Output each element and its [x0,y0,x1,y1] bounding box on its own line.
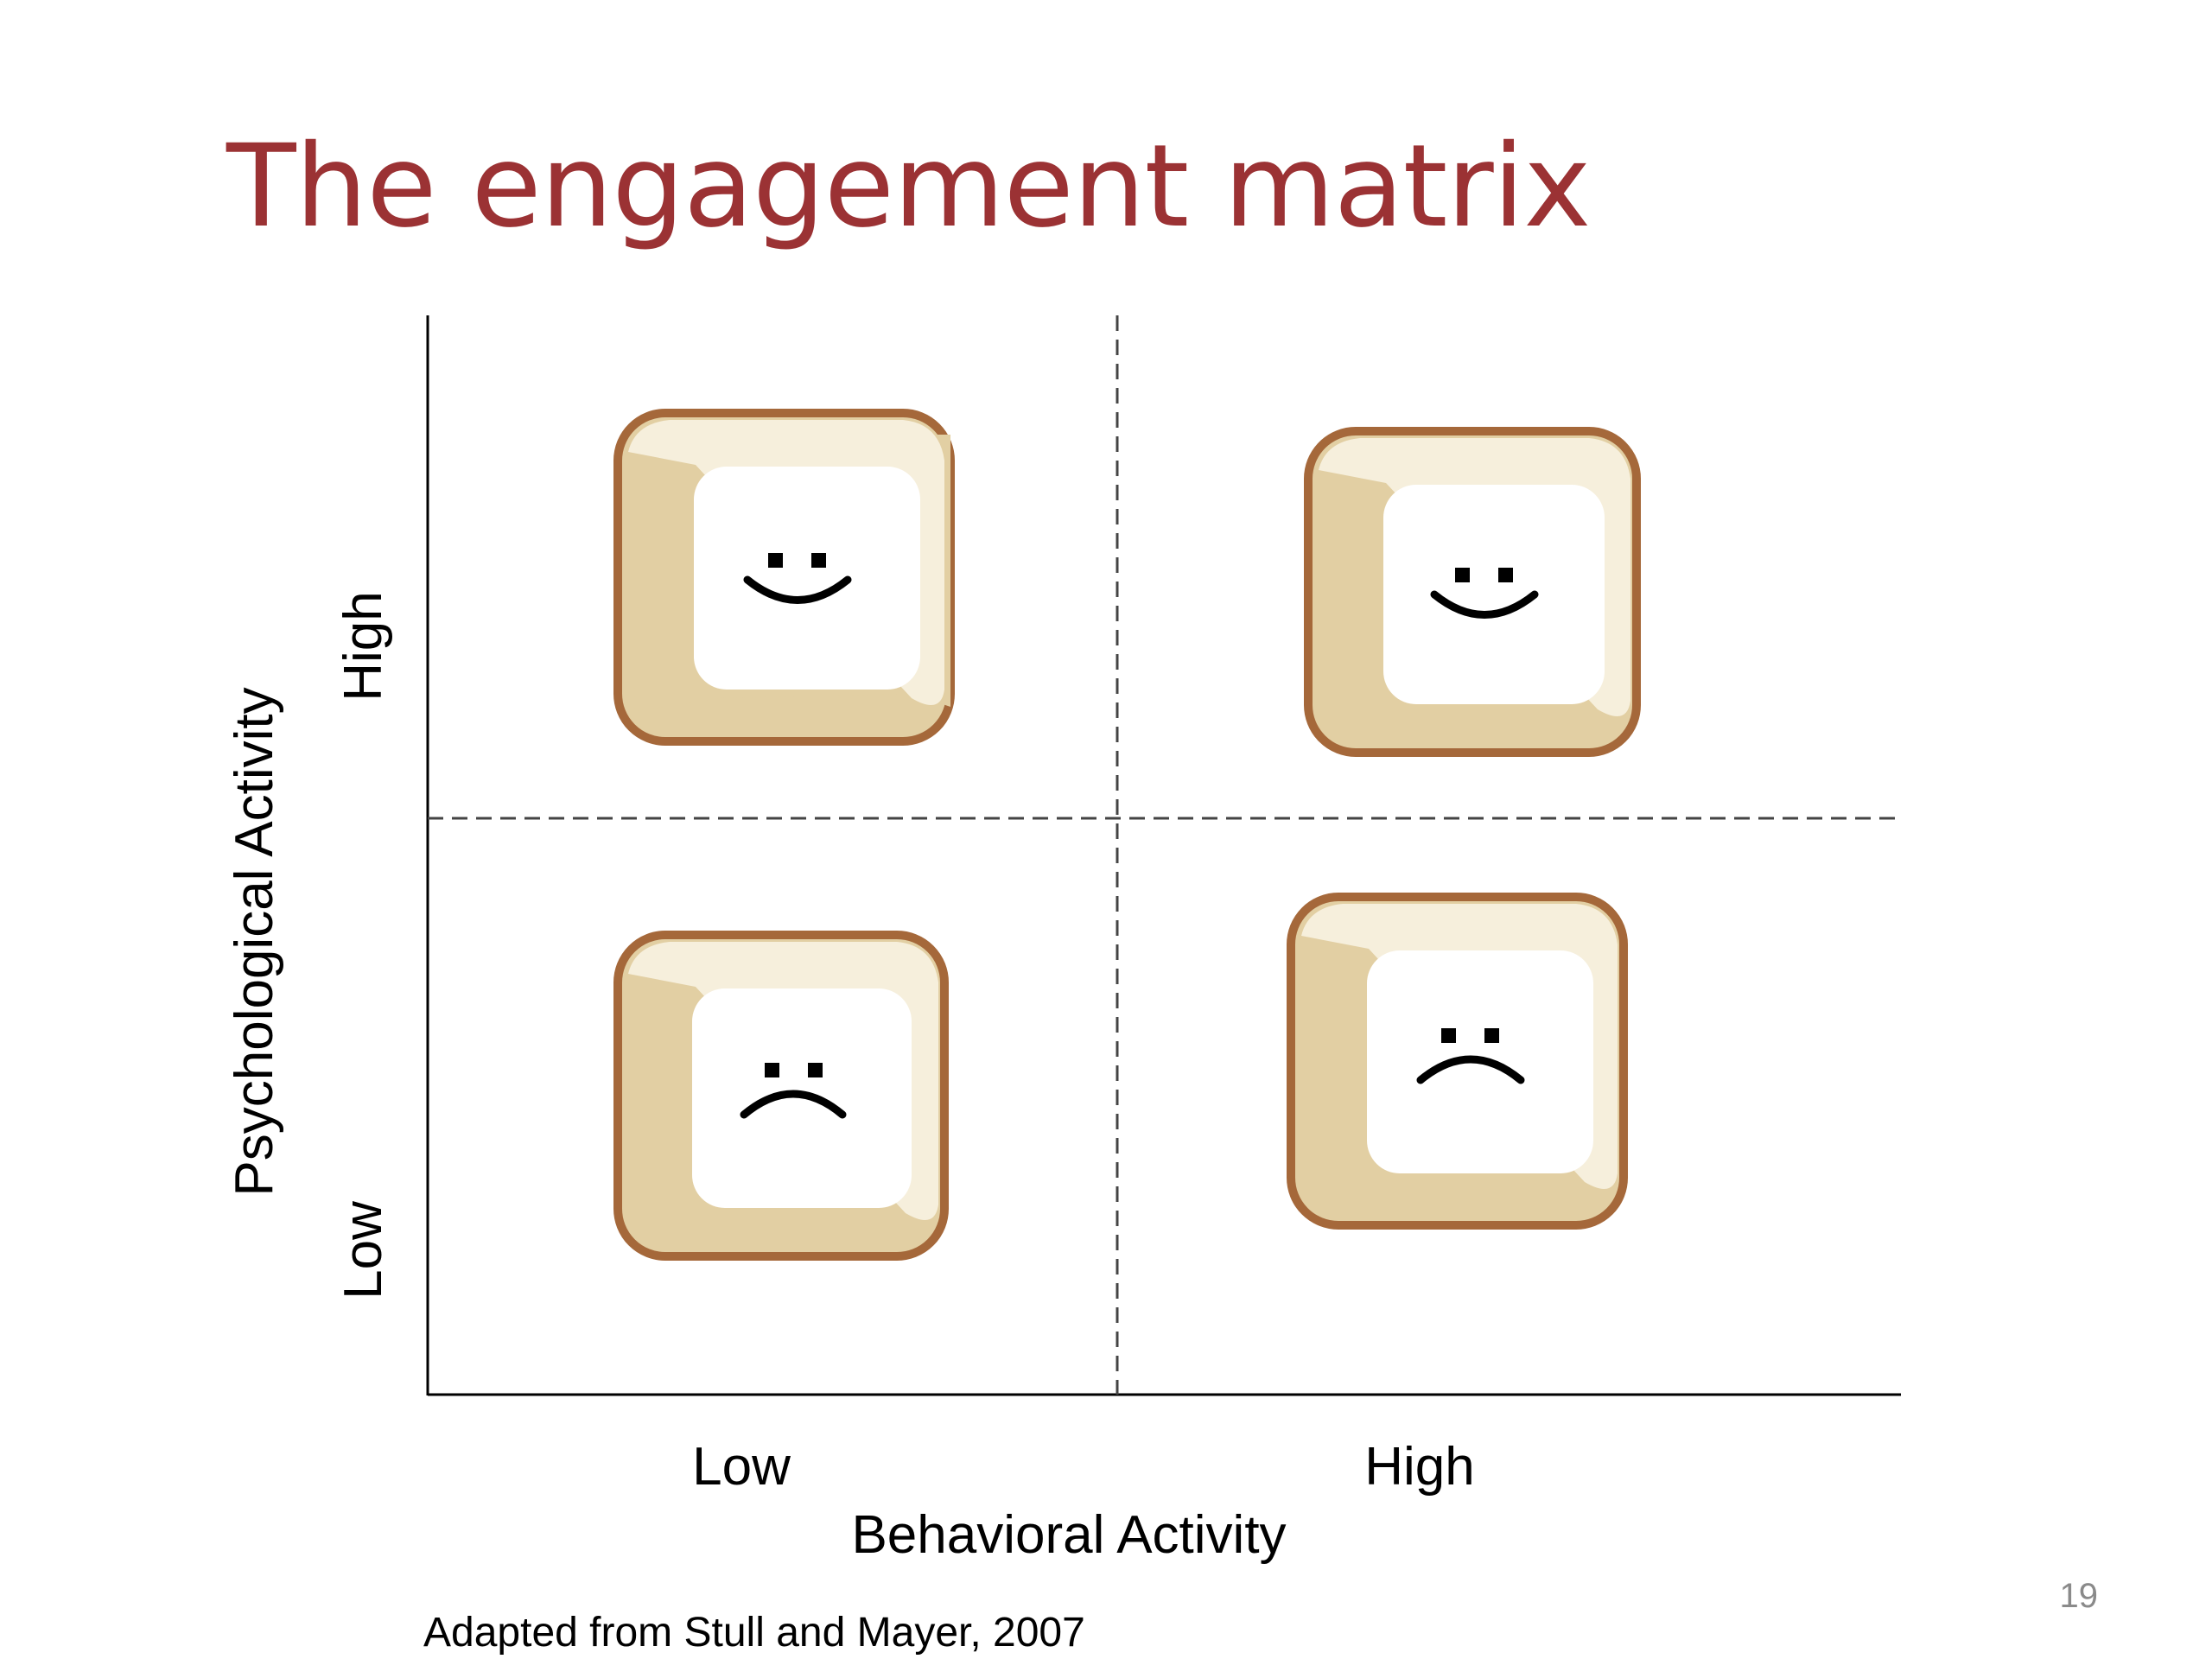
smile-face-icon [743,553,852,604]
smile-face-icon [1430,568,1539,619]
tile-high-behavioral-high-psychological [1304,427,1641,757]
page-number: 19 [2059,1577,2099,1615]
tile-high-behavioral-low-psychological [1287,893,1628,1230]
x-axis-label: Behavioral Activity [851,1505,1286,1565]
y-axis-label: Psychological Activity [225,687,284,1196]
y-tick-high: High [334,591,393,702]
frown-face-icon [740,1063,847,1119]
citation-text: Adapted from Stull and Mayer, 2007 [423,1610,1085,1656]
y-tick-low: Low [334,1201,393,1300]
slide-title: The engagement matrix [226,120,1591,253]
tile-low-behavioral-high-psychological [613,409,955,746]
x-tick-low: Low [692,1437,791,1497]
frown-face-icon [1416,1028,1525,1084]
x-tick-high: High [1364,1437,1475,1497]
tile-low-behavioral-low-psychological [613,931,949,1261]
